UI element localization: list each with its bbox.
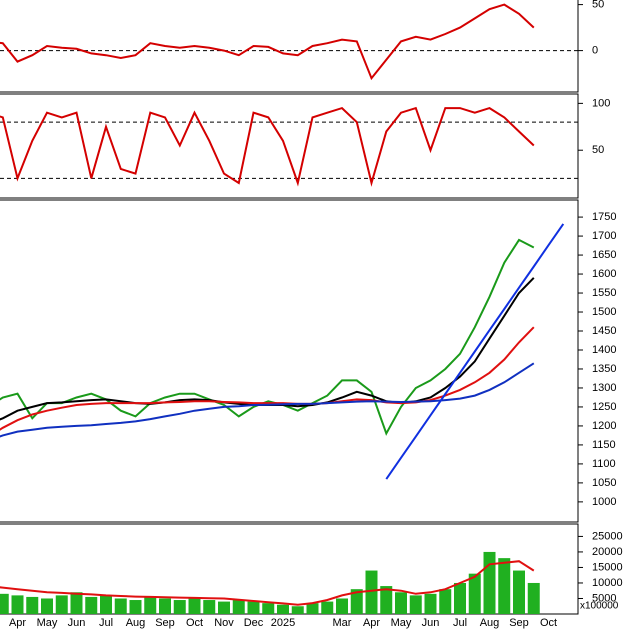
volume-bar — [11, 595, 24, 614]
y-tick-label: 5000 — [592, 592, 616, 604]
y-tick-label: 10000 — [592, 577, 623, 589]
y-tick-label: 1600 — [592, 268, 616, 280]
volume-bar — [100, 595, 112, 614]
y-tick-label: 1400 — [592, 344, 616, 356]
x-tick-label: Mar — [333, 617, 352, 629]
y-tick-label: 100 — [592, 97, 610, 109]
volume-bar — [232, 600, 245, 614]
volume-bar — [306, 603, 319, 614]
volume-bar — [498, 558, 511, 614]
volume-bar — [365, 570, 378, 614]
volume-bar — [409, 595, 422, 614]
x-tick-label: Apr — [9, 617, 26, 629]
volume-bar — [527, 582, 540, 614]
x-tick-label: Jun — [422, 617, 440, 629]
x-tick-label: Aug — [480, 617, 500, 629]
volume-bar — [144, 596, 157, 614]
volume-bar — [513, 570, 525, 614]
series-line — [0, 106, 535, 187]
y-tick-label: 20000 — [592, 546, 623, 558]
y-tick-label: 1700 — [592, 230, 616, 242]
y-tick-label: 1750 — [592, 211, 616, 223]
volume-bar — [395, 592, 407, 614]
volume-bar — [0, 593, 9, 614]
volume-bar — [262, 603, 275, 614]
volume-bar — [424, 593, 437, 614]
volume-bar — [203, 600, 216, 614]
plot-area — [0, 3, 578, 614]
y-tick-label: 1550 — [592, 287, 616, 299]
series-line — [0, 362, 535, 438]
volume-bar — [41, 598, 53, 614]
volume-bar — [336, 598, 348, 614]
y-tick-label: 0 — [592, 45, 598, 57]
volume-bar — [380, 586, 393, 614]
volume-bar — [247, 601, 260, 614]
y-tick-label: 1050 — [592, 477, 616, 489]
y-tick-label: 1650 — [592, 249, 616, 261]
y-tick-label: 50 — [592, 144, 604, 156]
volume-bar — [454, 582, 466, 614]
y-tick-label: 1350 — [592, 363, 616, 375]
x-tick-label: Jul — [453, 617, 467, 629]
volume-bar — [159, 598, 171, 614]
y-tick-label: 1300 — [592, 382, 616, 394]
x-tick-label: Apr — [363, 617, 380, 629]
volume-bar — [114, 598, 127, 614]
y-tick-label: 15000 — [592, 561, 623, 573]
volume-bar — [173, 600, 186, 614]
x-tick-label: Sep — [155, 617, 175, 629]
y-tick-label: 25000 — [592, 530, 623, 542]
series-line — [0, 560, 535, 606]
x-tick-label: Jul — [99, 617, 113, 629]
series-line — [385, 223, 565, 480]
volume-bar — [277, 604, 289, 614]
x-tick-label: May — [37, 617, 58, 629]
volume-bar — [188, 598, 201, 614]
x-tick-label: Nov — [214, 617, 234, 629]
y-tick-label: 1500 — [592, 306, 616, 318]
y-tick-label: 1100 — [592, 458, 616, 470]
volume-bar — [468, 573, 481, 614]
volume-bar — [55, 595, 68, 614]
volume-bar — [70, 592, 83, 614]
x-tick-label: Dec — [244, 617, 264, 629]
volume-bar — [439, 589, 452, 614]
x-tick-label: May — [391, 617, 412, 629]
x-tick-label: 2025 — [271, 617, 295, 629]
y-tick-label: 1450 — [592, 325, 616, 337]
y-tick-label: 50 — [592, 0, 604, 11]
y-tick-label: 1200 — [592, 420, 616, 432]
series-line — [0, 3, 535, 81]
x-tick-label: Jun — [68, 617, 86, 629]
y-tick-label: 1000 — [592, 496, 616, 508]
volume-bar — [350, 589, 363, 614]
volume-bar — [483, 551, 496, 614]
volume-bar — [291, 606, 304, 614]
x-tick-label: Sep — [509, 617, 529, 629]
x-tick-label: Aug — [126, 617, 146, 629]
volume-bar — [321, 601, 334, 614]
volume-bar — [26, 596, 39, 614]
x-tick-label: Oct — [186, 617, 203, 629]
x-tick-label: Oct — [540, 617, 557, 629]
volume-bar — [85, 596, 98, 614]
y-tick-label: 1250 — [592, 401, 616, 413]
volume-bar — [129, 600, 142, 614]
axis-label: x100000 — [580, 601, 619, 612]
y-tick-label: 1150 — [592, 439, 616, 451]
frames — [0, 0, 579, 615]
volume-bar — [218, 601, 230, 614]
